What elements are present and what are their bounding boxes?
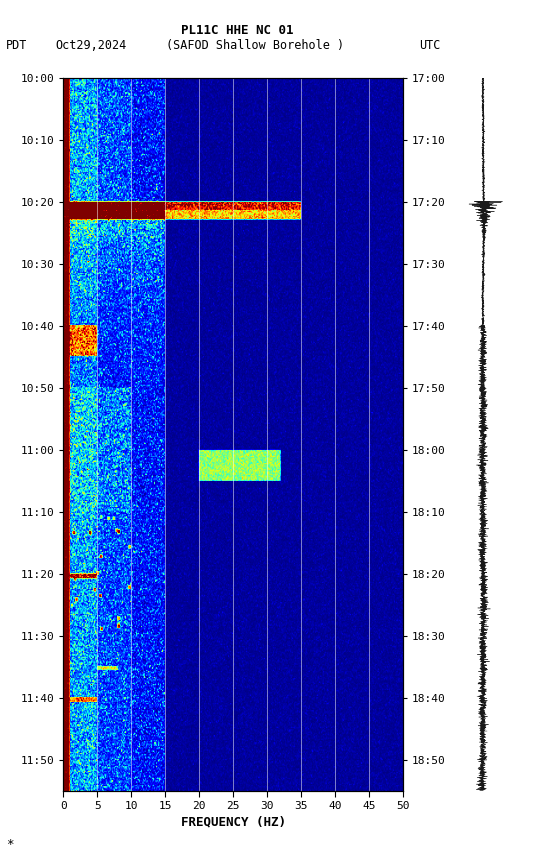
Text: Oct29,2024: Oct29,2024 <box>55 39 126 52</box>
Text: *: * <box>6 838 13 851</box>
X-axis label: FREQUENCY (HZ): FREQUENCY (HZ) <box>181 815 286 828</box>
Text: PDT: PDT <box>6 39 27 52</box>
Text: (SAFOD Shallow Borehole ): (SAFOD Shallow Borehole ) <box>166 39 344 52</box>
Text: UTC: UTC <box>420 39 441 52</box>
Text: PL11C HHE NC 01: PL11C HHE NC 01 <box>181 24 294 37</box>
